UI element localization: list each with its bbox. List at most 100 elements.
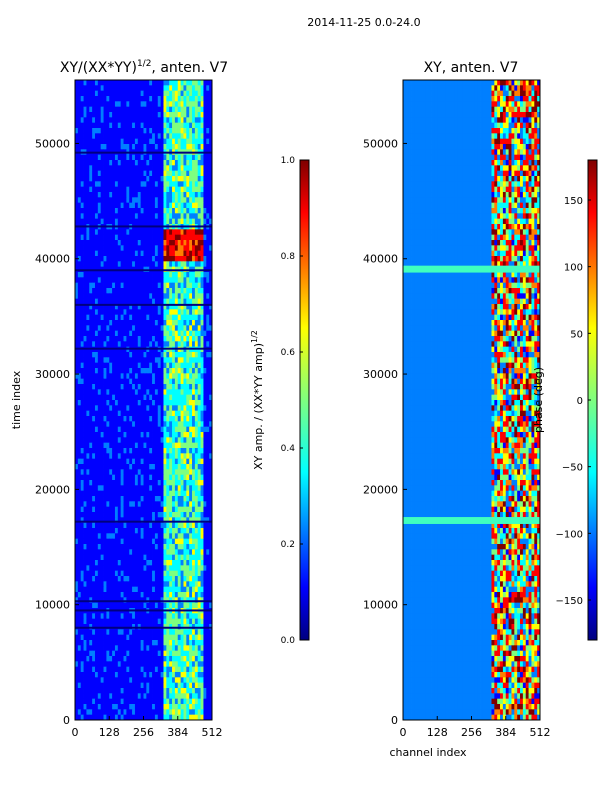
heatmap-cell bbox=[103, 325, 107, 332]
heatmap-cell bbox=[152, 128, 156, 134]
heatmap-cell bbox=[92, 618, 96, 625]
heatmap-cell bbox=[97, 330, 102, 337]
heatmap-cell bbox=[169, 293, 173, 300]
heatmap-cell bbox=[192, 458, 196, 465]
heatmap-cell bbox=[146, 293, 150, 300]
heatmap-cell bbox=[186, 144, 190, 150]
heatmap-cell bbox=[209, 330, 212, 337]
heatmap-cell bbox=[103, 229, 107, 236]
heatmap-cell bbox=[140, 586, 144, 593]
heatmap-cell bbox=[126, 469, 130, 476]
heatmap-cell bbox=[75, 181, 79, 188]
heatmap-cell bbox=[200, 384, 204, 390]
heatmap-cell bbox=[177, 458, 181, 465]
heatmap-cell bbox=[189, 474, 193, 481]
heatmap-cell bbox=[192, 442, 196, 449]
heatmap-cell bbox=[189, 293, 193, 300]
heatmap-cell bbox=[200, 122, 204, 129]
heatmap-cell bbox=[97, 192, 102, 198]
heatmap-cell bbox=[109, 80, 113, 86]
heatmap-cell bbox=[129, 368, 133, 374]
heatmap-cell bbox=[143, 197, 147, 204]
heatmap-cell bbox=[77, 629, 82, 636]
heatmap-cell bbox=[194, 453, 199, 460]
heatmap-cell bbox=[120, 138, 124, 145]
heatmap-cell bbox=[177, 570, 181, 577]
heatmap-cell bbox=[152, 421, 156, 428]
heatmap-cell bbox=[163, 245, 167, 252]
heatmap-cell bbox=[186, 618, 190, 625]
heatmap-cell bbox=[123, 122, 127, 129]
heatmap-cell bbox=[154, 602, 159, 609]
heatmap-cell bbox=[103, 117, 107, 124]
heatmap-cell bbox=[114, 298, 119, 305]
heatmap-cell bbox=[143, 176, 147, 182]
heatmap-cell bbox=[120, 581, 124, 588]
heatmap-cell bbox=[186, 309, 190, 316]
heatmap-cell bbox=[132, 549, 136, 556]
heatmap-cell bbox=[92, 85, 96, 92]
heatmap-cell bbox=[152, 181, 156, 188]
heatmap-cell bbox=[137, 229, 142, 236]
heatmap-cell bbox=[80, 453, 84, 460]
heatmap-cell bbox=[183, 629, 187, 636]
heatmap-cell bbox=[166, 442, 170, 449]
heatmap-cell bbox=[112, 240, 116, 246]
heatmap-cell bbox=[129, 117, 133, 124]
heatmap-cell bbox=[126, 314, 130, 321]
heatmap-cell bbox=[89, 165, 93, 172]
heatmap-cell bbox=[75, 400, 79, 406]
heatmap-cell bbox=[137, 368, 142, 374]
heatmap-cell bbox=[137, 362, 142, 369]
heatmap-cell bbox=[140, 229, 144, 236]
heatmap-cell bbox=[94, 309, 99, 316]
heatmap-cell bbox=[143, 469, 147, 476]
heatmap-cell bbox=[89, 618, 93, 625]
heatmap-cell bbox=[103, 426, 107, 433]
heatmap-cell bbox=[180, 298, 184, 305]
heatmap-cell bbox=[200, 538, 204, 545]
heatmap-cell bbox=[77, 176, 82, 182]
heatmap-cell bbox=[177, 378, 181, 385]
heatmap-cell bbox=[123, 522, 127, 529]
heatmap-cell bbox=[126, 85, 130, 92]
heatmap-cell bbox=[163, 448, 167, 454]
heatmap-cell bbox=[206, 474, 210, 481]
heatmap-cell bbox=[123, 202, 127, 209]
heatmap-cell bbox=[192, 304, 196, 310]
heatmap-cell bbox=[160, 165, 164, 172]
heatmap-cell bbox=[149, 250, 153, 257]
heatmap-cell bbox=[92, 464, 96, 470]
heatmap-cell bbox=[97, 112, 102, 118]
heatmap-cell bbox=[174, 421, 179, 428]
heatmap-cell bbox=[183, 618, 187, 625]
heatmap-cell bbox=[194, 437, 199, 444]
heatmap-cell bbox=[140, 240, 144, 246]
heatmap-cell bbox=[146, 448, 150, 454]
heatmap-cell bbox=[154, 549, 159, 556]
heatmap-cell bbox=[180, 544, 184, 550]
heatmap-cell bbox=[160, 384, 164, 390]
heatmap-cell bbox=[160, 554, 164, 561]
heatmap-cell bbox=[149, 581, 153, 588]
heatmap-cell bbox=[120, 565, 124, 572]
heatmap-cell bbox=[206, 544, 210, 550]
heatmap-cell bbox=[172, 368, 176, 374]
heatmap-cell bbox=[94, 202, 99, 209]
heatmap-cell bbox=[200, 496, 204, 502]
heatmap-cell bbox=[100, 576, 104, 582]
heatmap-cell bbox=[166, 176, 170, 182]
heatmap-cell bbox=[123, 272, 127, 278]
heatmap-cell bbox=[180, 570, 184, 577]
heatmap-cell bbox=[117, 240, 122, 246]
heatmap-cell bbox=[154, 298, 159, 305]
heatmap-cell bbox=[137, 144, 142, 150]
heatmap-cell bbox=[86, 181, 90, 188]
heatmap-cell bbox=[183, 240, 187, 246]
heatmap-cell bbox=[77, 469, 82, 476]
heatmap-cell bbox=[169, 85, 173, 92]
heatmap-cell bbox=[189, 416, 193, 422]
heatmap-cell bbox=[189, 373, 193, 380]
heatmap-cell bbox=[189, 618, 193, 625]
heatmap-cell bbox=[206, 304, 210, 310]
